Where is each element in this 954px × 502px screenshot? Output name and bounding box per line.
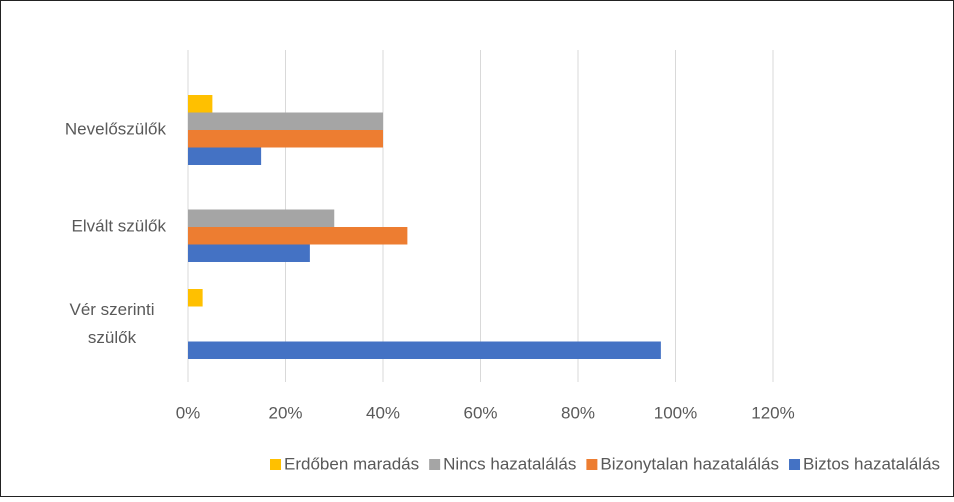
bar bbox=[188, 130, 383, 148]
x-tick-label: 120% bbox=[751, 403, 794, 422]
x-tick-label: 60% bbox=[463, 403, 497, 422]
bar bbox=[188, 112, 383, 130]
legend-label: Biztos hazatalálás bbox=[803, 454, 940, 473]
legend-label: Nincs hazatalálás bbox=[443, 454, 576, 473]
bar bbox=[188, 244, 310, 262]
bar bbox=[188, 289, 203, 307]
y-tick-label: Vér szerinti szülők bbox=[69, 300, 154, 347]
legend-swatch bbox=[586, 459, 598, 470]
bar bbox=[188, 341, 661, 359]
y-tick-label: Elvált szülők bbox=[72, 216, 167, 235]
x-tick-label: 40% bbox=[366, 403, 400, 422]
bar bbox=[188, 95, 213, 113]
legend-label: Erdőben maradás bbox=[284, 454, 419, 473]
x-tick-label: 100% bbox=[654, 403, 697, 422]
bar bbox=[188, 209, 335, 227]
x-tick-label: 20% bbox=[268, 403, 302, 422]
legend-label: Bizonytalan hazatalálás bbox=[600, 454, 779, 473]
bar bbox=[188, 227, 408, 245]
x-tick-label: 80% bbox=[561, 403, 595, 422]
x-tick-label: 0% bbox=[176, 403, 201, 422]
bar bbox=[188, 147, 262, 165]
y-tick-label: Nevelőszülők bbox=[65, 119, 167, 138]
legend-swatch bbox=[270, 459, 281, 470]
legend-swatch bbox=[429, 459, 441, 470]
legend-swatch bbox=[789, 459, 801, 470]
